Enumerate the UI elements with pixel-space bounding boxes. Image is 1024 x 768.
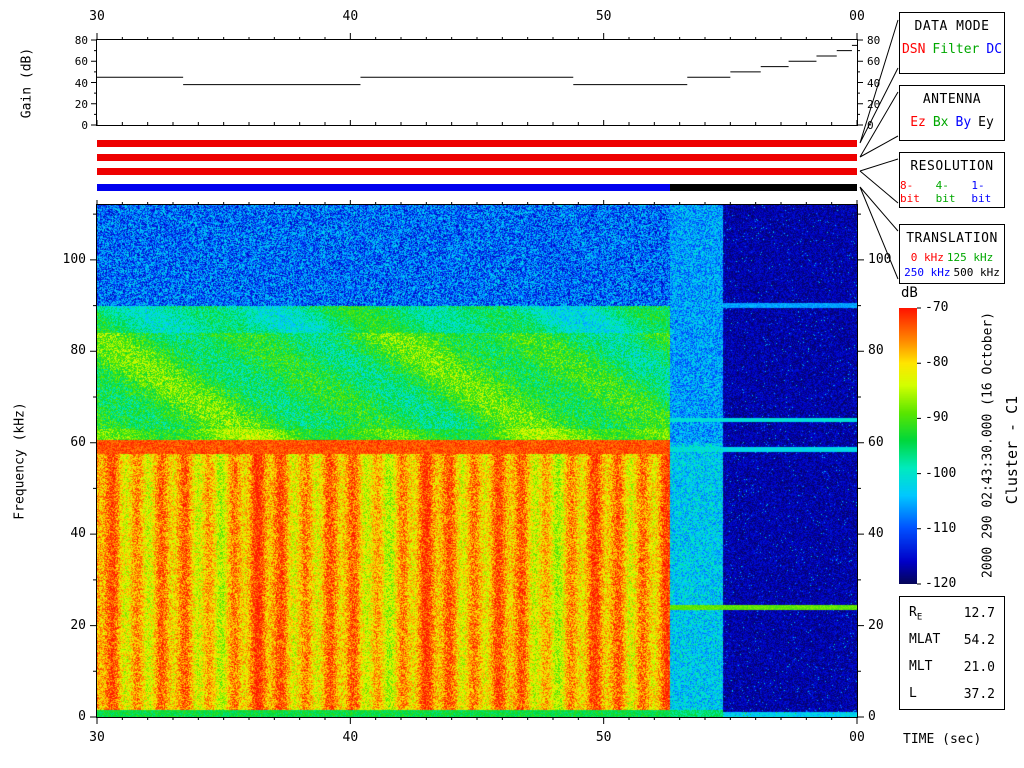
- antenna-title: ANTENNA: [922, 92, 982, 107]
- freq-tick-left: 40: [70, 526, 86, 542]
- translation-status-bar: [97, 184, 857, 191]
- gain-tick-left: 0: [81, 119, 88, 132]
- translation-0khz: 0 kHz: [910, 251, 944, 264]
- gain-tick-left: 80: [74, 34, 88, 47]
- translation-bar-segment: [97, 184, 670, 191]
- freq-tick-right: 0: [868, 709, 876, 724]
- ephemeris-panel: RE 12.7 MLAT 54.2 MLT 21.0 L 37.2: [899, 596, 1005, 710]
- gain-tick-right: 60: [867, 55, 881, 69]
- time-tick-top: 50: [595, 9, 612, 24]
- freq-tick-left: 80: [70, 343, 86, 359]
- antenna-by: By: [955, 115, 972, 130]
- freq-tick-right: 60: [868, 434, 884, 450]
- gain-tick-left: 40: [74, 76, 88, 90]
- data-mode-dc: DC: [986, 42, 1003, 57]
- translation-row-2: 250 kHz 500 kHz: [900, 266, 1004, 279]
- freq-tick-left: 0: [78, 709, 86, 724]
- freq-tick-right: 20: [868, 617, 884, 633]
- ephemeris-value-l: 37.2: [963, 687, 995, 702]
- colorbar-tick: -70: [925, 300, 949, 315]
- colorbar-tick: -100: [925, 465, 957, 481]
- data-mode-filter: Filter: [932, 42, 980, 57]
- data-mode-title: DATA MODE: [914, 19, 990, 34]
- freq-tick-left: 20: [70, 617, 86, 633]
- spacecraft-label: Cluster - C1: [1003, 395, 1021, 505]
- time-tick-top: 00: [849, 9, 865, 24]
- time-tick-bottom: 00: [849, 730, 865, 745]
- data-mode-bar-segment: [97, 140, 857, 147]
- gain-tick-right: 20: [867, 97, 881, 111]
- translation-bar-segment: [669, 184, 857, 191]
- translation-panel: TRANSLATION 0 kHz 125 kHz 250 kHz 500 kH…: [899, 224, 1005, 284]
- ephemeris-row-re: RE 12.7: [900, 600, 1004, 627]
- resolution-status-bar: [97, 168, 857, 175]
- resolution-title: RESOLUTION: [910, 159, 994, 174]
- gain-tick-right: 80: [867, 34, 881, 47]
- antenna-bar-segment: [97, 154, 857, 161]
- data-mode-panel: DATA MODE DSN Filter DC: [899, 12, 1005, 74]
- time-tick-bottom: 50: [595, 730, 612, 745]
- freq-tick-right: 40: [868, 526, 884, 542]
- gain-tick-left: 20: [74, 97, 88, 111]
- resolution-4bit: 4-bit: [935, 179, 956, 205]
- ephemeris-label-mlat: MLAT: [909, 631, 941, 647]
- translation-250khz: 250 kHz: [904, 266, 951, 279]
- gain-axis-label: Gain (dB): [19, 47, 35, 119]
- antenna-ez: Ez: [910, 115, 926, 130]
- time-axis-label: TIME (sec): [903, 732, 982, 747]
- ephemeris-value-re: 12.7: [963, 606, 995, 621]
- time-tick-bottom: 30: [89, 730, 105, 745]
- colorbar-canvas: [899, 308, 917, 584]
- colorbar-tick: -110: [925, 520, 957, 536]
- colorbar-tick: -90: [925, 410, 949, 426]
- ephemeris-label-mlt: MLT: [909, 658, 933, 674]
- gain-tick-right: 40: [867, 76, 881, 90]
- translation-row-1: 0 kHz 125 kHz: [900, 251, 1004, 264]
- timestamp-label: 2000 290 02:43:30.000 (16 October): [980, 311, 996, 579]
- ephemeris-row-l: L 37.2: [900, 681, 1004, 708]
- colorbar-tick: -120: [925, 576, 957, 591]
- antenna-values: Ez Bx By Ey: [900, 115, 1004, 130]
- gain-tick-left: 60: [74, 55, 88, 69]
- time-tick-top: 30: [89, 9, 105, 24]
- ephemeris-value-mlat: 54.2: [963, 633, 995, 648]
- ephemeris-label-l: L: [909, 685, 917, 701]
- resolution-8bit: 8-bit: [900, 179, 920, 205]
- ephemeris-value-mlt: 21.0: [963, 660, 995, 675]
- resolution-panel: RESOLUTION 8-bit 4-bit 1-bit: [899, 152, 1005, 208]
- antenna-status-bar: [97, 154, 857, 161]
- antenna-bx: Bx: [932, 115, 949, 130]
- spectrogram-canvas: [97, 205, 857, 717]
- resolution-bar-segment: [97, 168, 857, 175]
- colorbar-unit-label: dB: [901, 285, 918, 301]
- translation-125khz: 125 kHz: [946, 251, 994, 264]
- data-mode-dsn: DSN: [901, 42, 926, 57]
- translation-title: TRANSLATION: [906, 231, 998, 246]
- time-tick-bottom: 40: [342, 730, 359, 745]
- time-tick-top: 40: [342, 9, 359, 24]
- ephemeris-label-re: RE: [909, 604, 923, 623]
- freq-tick-right: 100: [868, 251, 892, 267]
- gain-tick-right: 0: [867, 119, 874, 132]
- data-mode-status-bar: [97, 140, 857, 147]
- colorbar-tick: -80: [925, 355, 949, 371]
- freq-tick-right: 80: [868, 343, 884, 359]
- antenna-ey: Ey: [978, 115, 994, 130]
- ephemeris-row-mlat: MLAT 54.2: [900, 627, 1004, 654]
- freq-axis-label: Frequency (kHz): [12, 402, 28, 520]
- freq-tick-left: 100: [62, 251, 86, 267]
- freq-tick-left: 60: [70, 434, 86, 450]
- resolution-1bit: 1-bit: [971, 179, 992, 205]
- data-mode-values: DSN Filter DC: [900, 42, 1004, 57]
- antenna-panel: ANTENNA Ez Bx By Ey: [899, 85, 1005, 141]
- resolution-values: 8-bit 4-bit 1-bit: [900, 179, 1004, 205]
- translation-500khz: 500 kHz: [953, 266, 1000, 279]
- ephemeris-row-mlt: MLT 21.0: [900, 654, 1004, 681]
